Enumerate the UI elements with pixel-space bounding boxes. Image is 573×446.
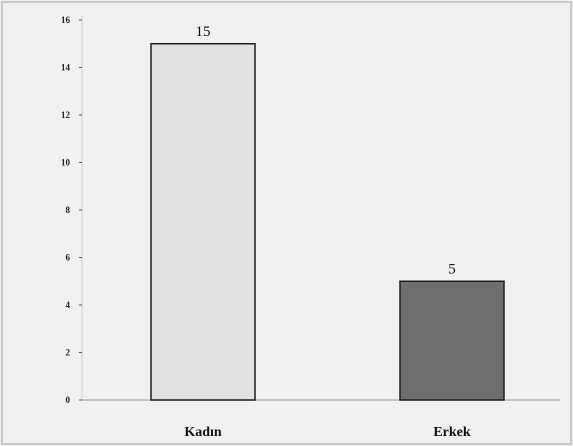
y-tick-label: 8 — [66, 205, 71, 215]
plot-area: 0 2 4 6 8 10 12 14 16 15 Kadın 5 Erkek — [61, 15, 560, 440]
y-tick-label: 2 — [66, 348, 71, 358]
y-tick-label: 4 — [66, 300, 71, 310]
y-tick-label: 12 — [61, 110, 71, 120]
y-tick-label: 16 — [61, 15, 71, 25]
y-tick-label: 14 — [61, 63, 71, 73]
bar-value-label: 5 — [448, 261, 456, 277]
bar — [150, 43, 256, 401]
category-label: Erkek — [433, 425, 471, 440]
y-tick-label: 6 — [66, 253, 71, 263]
bar — [399, 280, 505, 401]
bar-value-label: 15 — [196, 24, 211, 40]
category-label: Kadın — [184, 425, 222, 440]
y-tick-label: 10 — [61, 158, 71, 168]
y-tick-label: 0 — [66, 395, 71, 405]
